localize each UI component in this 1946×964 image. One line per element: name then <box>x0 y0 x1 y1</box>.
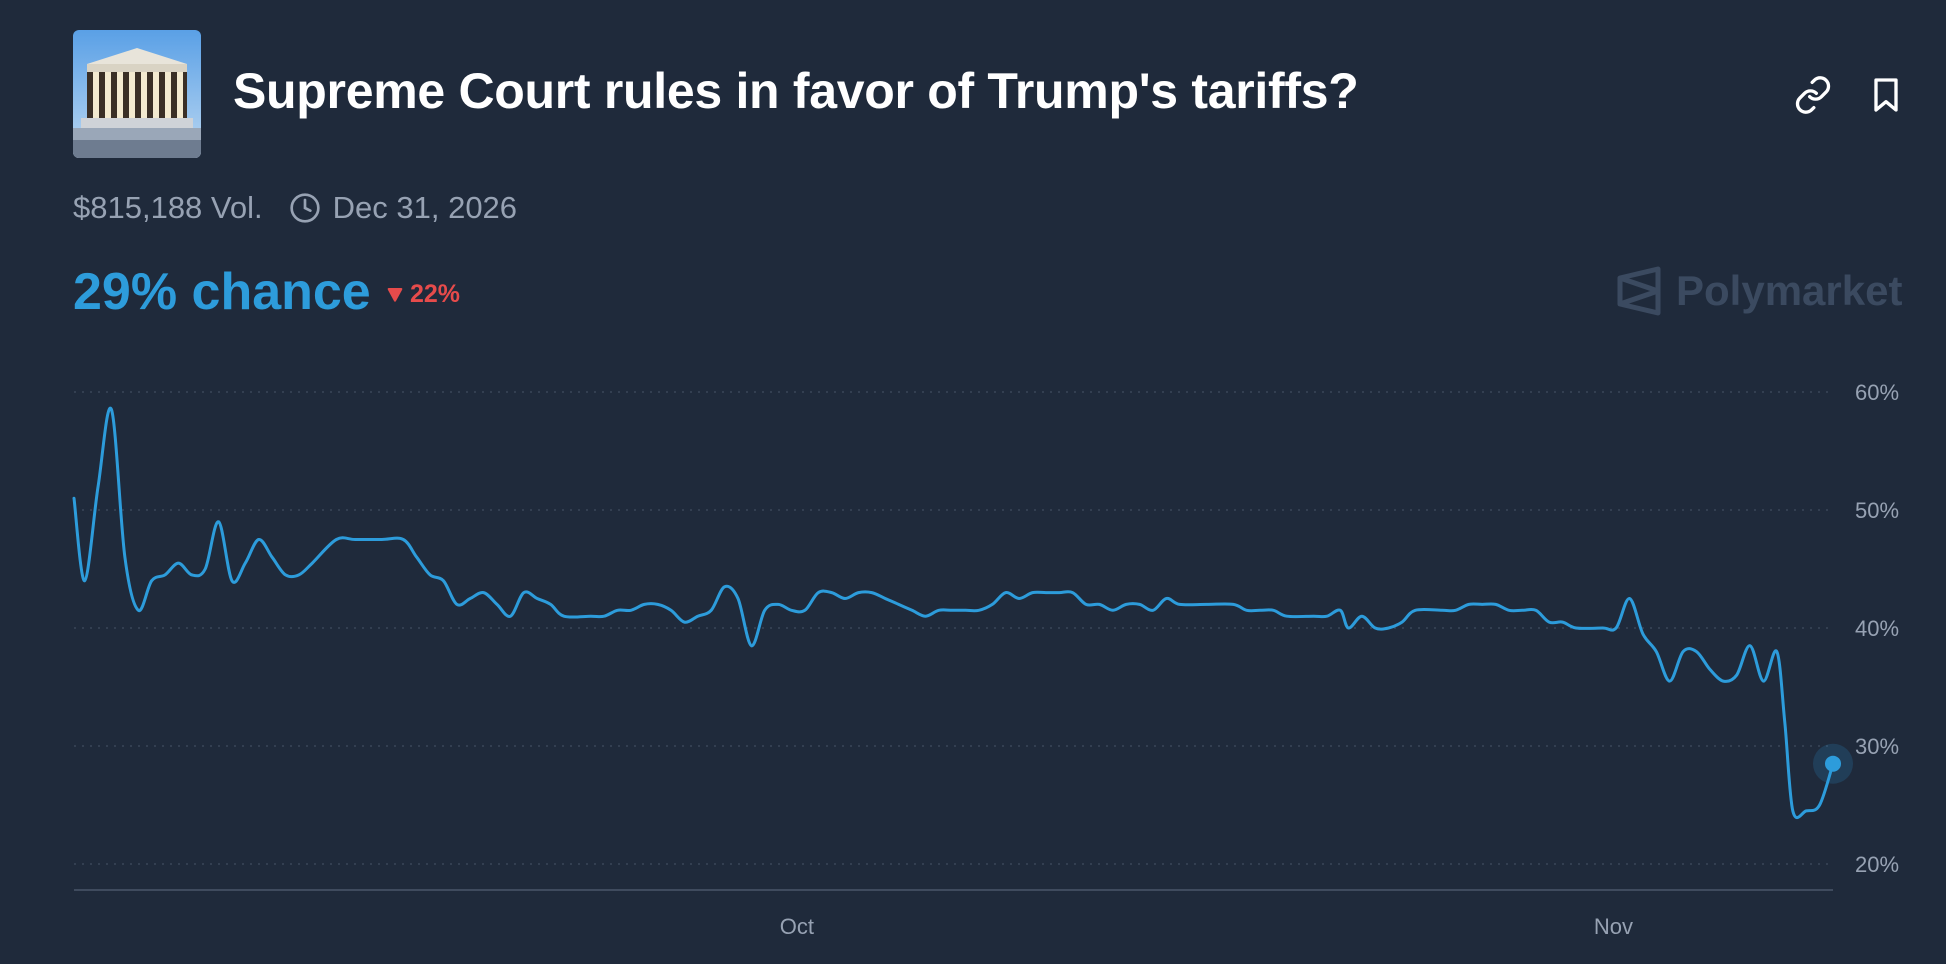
polymarket-logo-icon <box>1617 266 1661 316</box>
triangle-down-icon <box>387 287 403 302</box>
current-point-halo <box>1813 743 1853 784</box>
x-tick-label: Oct <box>780 914 814 939</box>
market-title: Supreme Court rules in favor of Trump's … <box>233 63 1359 119</box>
y-tick-label: 20% <box>1855 852 1899 877</box>
y-tick-label: 50% <box>1855 498 1899 523</box>
supreme-court-building-icon <box>73 30 201 158</box>
current-point <box>1825 755 1841 772</box>
change-value: 22% <box>410 280 461 308</box>
end-date-text: Dec 31, 2026 <box>332 190 518 225</box>
y-tick-label: 60% <box>1855 380 1899 405</box>
bookmark-icon[interactable] <box>1866 75 1906 115</box>
market-meta: $815,188 Vol. Dec 31, 2026 <box>73 190 517 226</box>
chance-value: 29% chance <box>73 263 371 321</box>
clock-icon <box>289 193 320 223</box>
y-tick-label: 30% <box>1855 734 1899 759</box>
brand-name: Polymarket <box>1676 267 1903 314</box>
change-badge: 22% <box>386 280 460 309</box>
link-icon[interactable] <box>1793 75 1833 115</box>
x-tick-label: Nov <box>1594 914 1633 939</box>
market-thumbnail <box>73 30 201 158</box>
volume-text: $815,188 Vol. <box>73 190 263 225</box>
price-series-line <box>72 406 1835 820</box>
y-tick-label: 40% <box>1855 616 1899 641</box>
polymarket-logo: Polymarket <box>1616 266 1902 316</box>
